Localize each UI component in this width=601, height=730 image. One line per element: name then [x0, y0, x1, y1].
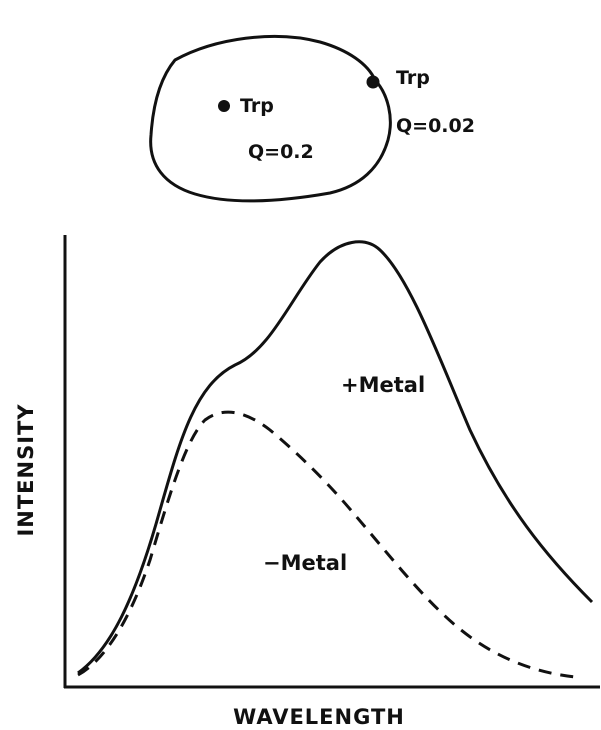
- trp-buried-dot: [218, 100, 230, 112]
- y-axis-label: INTENSITY: [14, 403, 38, 536]
- curve-minus-metal: [77, 410, 576, 679]
- protein-inset: Trp Q=0.2 Trp Q=0.02: [149, 34, 475, 203]
- trp-buried-q-label: Q=0.2: [248, 141, 314, 163]
- trp-surface-q-label: Q=0.02: [396, 115, 475, 137]
- curve-plus-metal: [77, 240, 594, 675]
- trp-surface-dot: [366, 75, 380, 89]
- x-axis-label: WAVELENGTH: [233, 705, 405, 729]
- protein-outline: [149, 34, 392, 203]
- curve-minus-metal-label: −Metal: [263, 551, 347, 575]
- curve-plus-metal-label: +Metal: [341, 373, 425, 397]
- spectrum-plot: +Metal −Metal WAVELENGTH INTENSITY: [14, 235, 600, 729]
- trp-buried-label: Trp: [240, 95, 274, 117]
- trp-surface-label: Trp: [396, 67, 430, 89]
